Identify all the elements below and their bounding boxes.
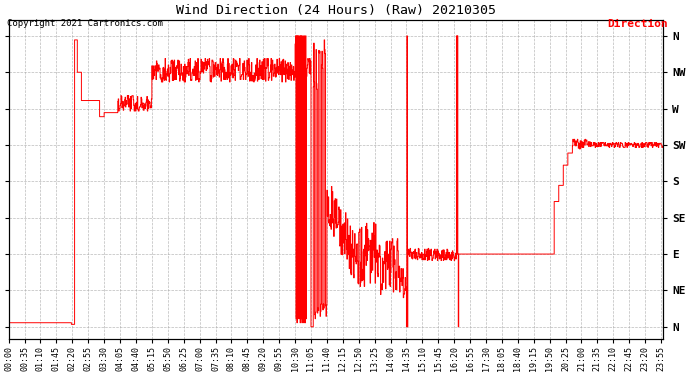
Text: Copyright 2021 Cartronics.com: Copyright 2021 Cartronics.com — [7, 19, 163, 28]
Text: Direction: Direction — [607, 19, 668, 29]
Title: Wind Direction (24 Hours) (Raw) 20210305: Wind Direction (24 Hours) (Raw) 20210305 — [176, 4, 496, 17]
